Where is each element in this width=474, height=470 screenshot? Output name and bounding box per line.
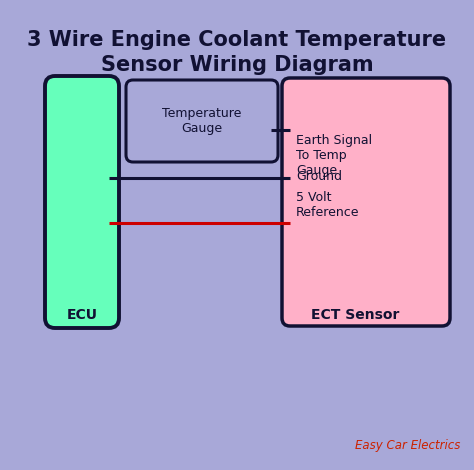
Text: Ground: Ground bbox=[296, 170, 342, 182]
Text: 3 Wire Engine Coolant Temperature
Sensor Wiring Diagram: 3 Wire Engine Coolant Temperature Sensor… bbox=[27, 30, 447, 75]
Text: 5 Volt
Reference: 5 Volt Reference bbox=[296, 191, 359, 219]
Text: ECT Sensor: ECT Sensor bbox=[311, 308, 399, 322]
FancyBboxPatch shape bbox=[45, 76, 119, 328]
Text: Temperature
Gauge: Temperature Gauge bbox=[162, 107, 242, 135]
Text: Earth Signal
To Temp
Gauge: Earth Signal To Temp Gauge bbox=[296, 134, 372, 177]
Text: ECU: ECU bbox=[66, 308, 98, 322]
FancyBboxPatch shape bbox=[126, 80, 278, 162]
Text: Easy Car Electrics: Easy Car Electrics bbox=[355, 439, 460, 452]
FancyBboxPatch shape bbox=[282, 78, 450, 326]
